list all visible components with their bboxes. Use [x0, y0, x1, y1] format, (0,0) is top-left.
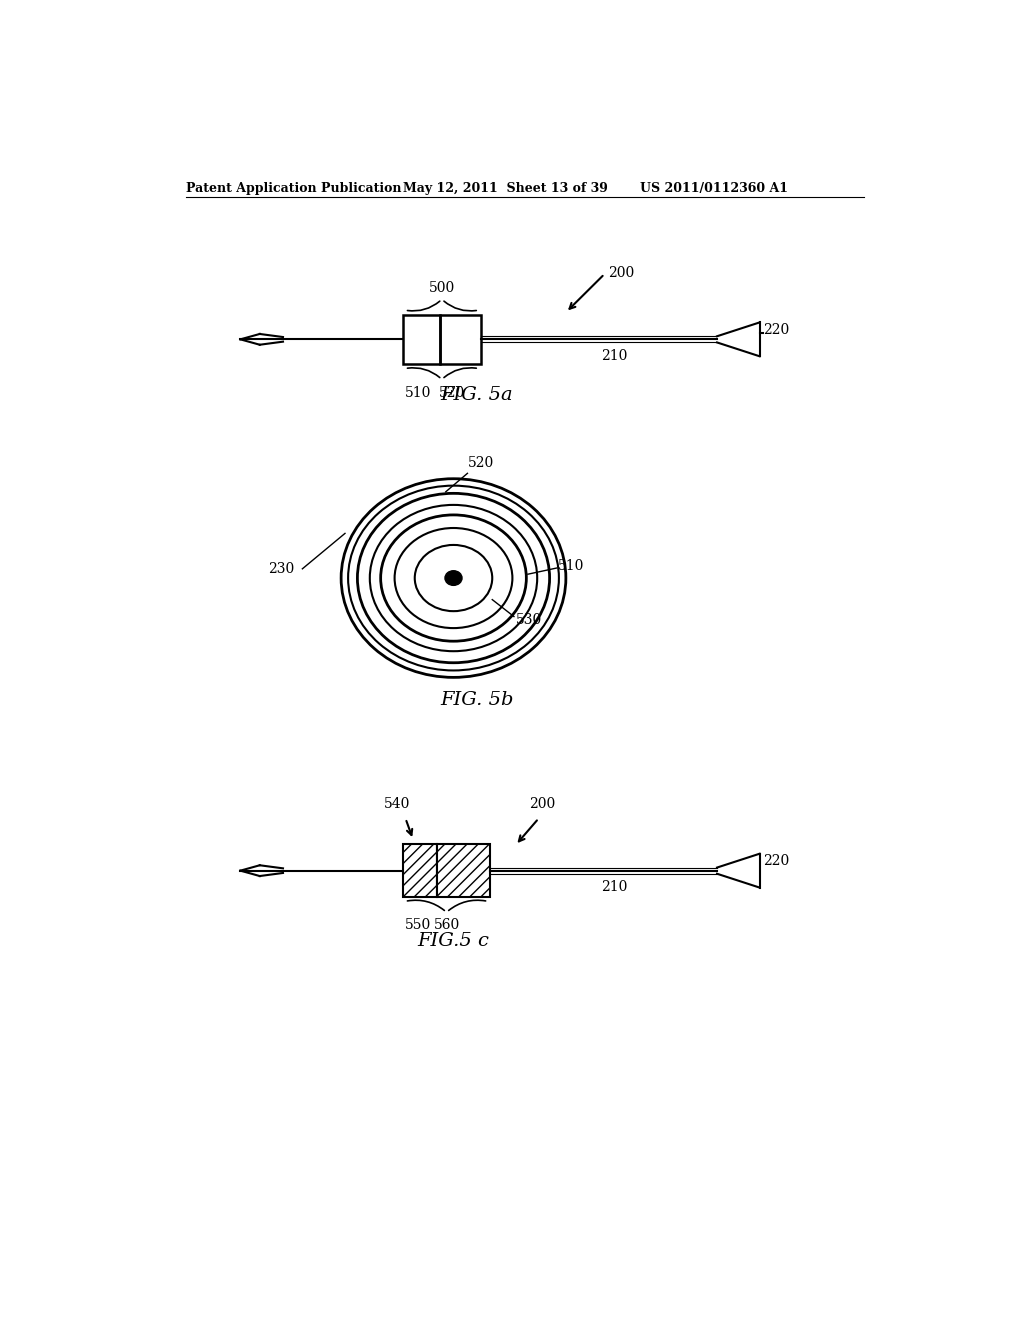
Text: FIG.5 c: FIG.5 c: [418, 932, 489, 950]
Text: 200: 200: [608, 267, 635, 280]
Ellipse shape: [445, 570, 462, 585]
Text: 520: 520: [467, 457, 494, 470]
Bar: [440, 314, 480, 364]
Text: 230: 230: [268, 562, 295, 576]
Bar: [437, 845, 489, 896]
Bar: [403, 314, 440, 364]
Text: US 2011/0112360 A1: US 2011/0112360 A1: [640, 182, 787, 194]
Text: 210: 210: [601, 348, 627, 363]
Text: 220: 220: [764, 323, 790, 337]
Text: May 12, 2011  Sheet 13 of 39: May 12, 2011 Sheet 13 of 39: [403, 182, 608, 194]
Text: 220: 220: [764, 854, 790, 869]
Text: 550: 550: [404, 919, 431, 932]
Text: 210: 210: [601, 880, 627, 894]
Text: 510: 510: [404, 385, 431, 400]
Text: Patent Application Publication: Patent Application Publication: [186, 182, 401, 194]
Text: 540: 540: [384, 797, 411, 812]
Text: 500: 500: [429, 281, 455, 294]
Text: FIG. 5b: FIG. 5b: [440, 692, 513, 709]
Text: FIG. 5a: FIG. 5a: [440, 385, 513, 404]
Text: 530: 530: [515, 614, 542, 627]
Text: 200: 200: [529, 797, 556, 812]
Text: 510: 510: [558, 560, 585, 573]
Text: 560: 560: [434, 919, 461, 932]
Text: 520: 520: [438, 385, 465, 400]
Bar: [403, 845, 437, 896]
